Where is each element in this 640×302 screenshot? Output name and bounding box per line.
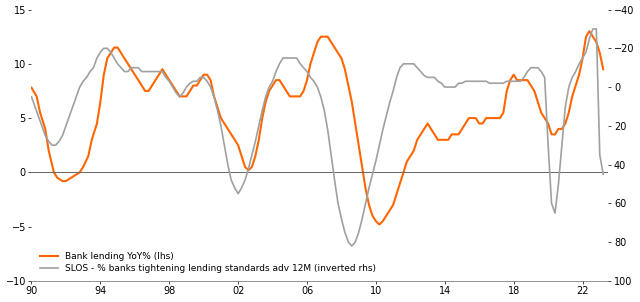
Legend: Bank lending YoY% (lhs), SLOS - % banks tightening lending standards adv 12M (in: Bank lending YoY% (lhs), SLOS - % banks …	[36, 249, 380, 276]
